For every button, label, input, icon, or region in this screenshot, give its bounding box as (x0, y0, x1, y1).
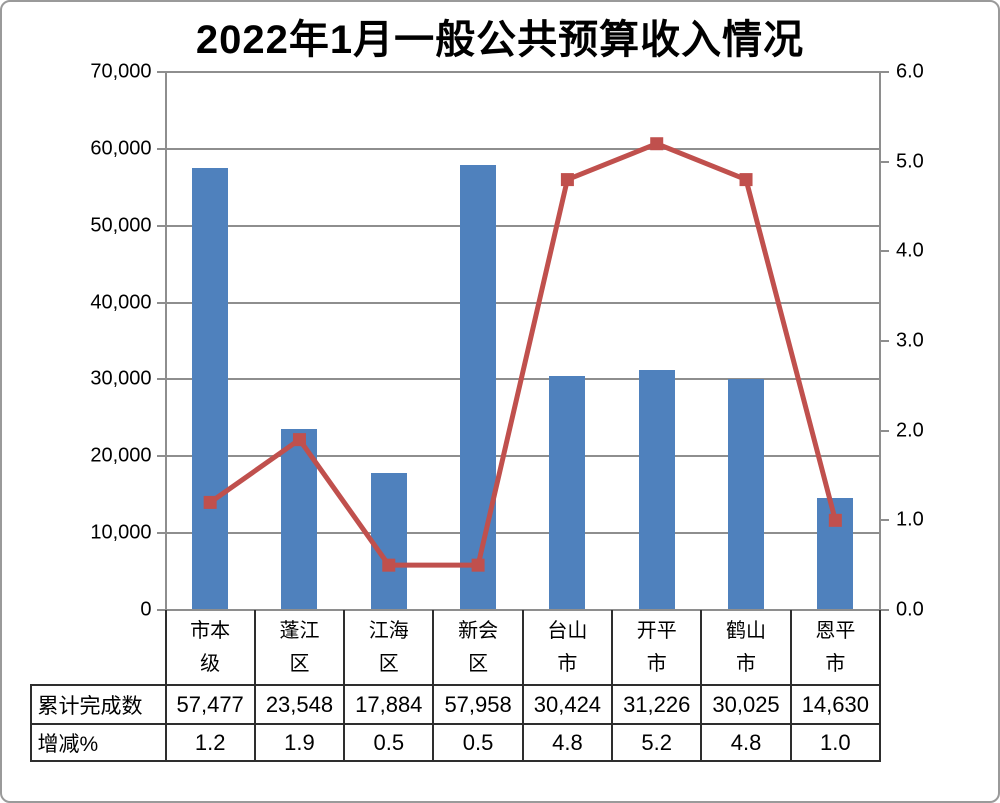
left-axis-tick-label: 50,000 (90, 214, 152, 237)
category-label-line: 市 (736, 653, 757, 675)
right-axis-tick (880, 340, 889, 342)
table-cell: 57,958 (444, 691, 512, 717)
category-label-line: 区 (468, 653, 489, 675)
category-label-line: 蓬江 (279, 620, 320, 642)
left-axis-tick-label: 40,000 (90, 291, 152, 314)
category-label-line: 市 (557, 653, 578, 675)
left-axis-tick (156, 147, 166, 150)
table-cell: 0.5 (373, 729, 405, 755)
category-label: 鹤山市 (701, 610, 790, 685)
right-axis-tick (880, 71, 889, 73)
category-label-line: 鹤山 (726, 620, 767, 642)
left-axis-tick (156, 71, 166, 73)
category-label: 台山市 (523, 610, 612, 685)
category-label-line: 区 (378, 653, 399, 675)
table-horizontal-border (29, 723, 881, 725)
category-label-line: 恩平 (815, 620, 856, 642)
category-label-line: 开平 (636, 620, 677, 642)
category-label-line: 新会 (458, 620, 499, 642)
table-cell: 30,025 (712, 691, 780, 717)
table-cell: 30,424 (533, 691, 602, 717)
right-axis-tick-label: 6.0 (896, 60, 924, 83)
chart-title: 2022年1月一般公共预算收入情况 (195, 18, 805, 62)
row-header: 增减% (37, 732, 99, 756)
gridline (165, 71, 880, 73)
table-cell: 57,477 (176, 691, 244, 717)
category-label-line: 江海 (368, 620, 409, 642)
category-label-line: 级 (200, 653, 221, 675)
right-axis-tick-label: 5.0 (896, 150, 924, 173)
left-axis-tick-label: 70,000 (90, 60, 152, 83)
left-axis-tick (156, 301, 166, 304)
left-axis-tick (156, 455, 166, 458)
right-axis-tick (880, 250, 889, 253)
left-axis-tick (156, 532, 166, 535)
category-label: 恩平市 (791, 610, 880, 685)
left-axis-tick-label: 10,000 (90, 521, 152, 544)
row-header: 累计完成数 (37, 694, 143, 718)
left-axis-tick (156, 609, 166, 611)
category-label-line: 市 (646, 653, 667, 675)
left-axis-tick (156, 224, 166, 227)
category-label: 市本级 (166, 610, 255, 685)
category-label: 开平市 (612, 610, 701, 685)
table-cell: 23,548 (265, 691, 334, 717)
left-axis-tick-label: 20,000 (90, 444, 152, 467)
right-axis-tick-label: 0.0 (896, 598, 924, 621)
table-cell: 17,884 (355, 691, 423, 717)
right-axis-tick (880, 429, 889, 432)
left-axis-tick-label: 60,000 (90, 137, 152, 160)
right-axis-tick-label: 3.0 (896, 329, 924, 352)
left-axis-tick-label: 0 (140, 598, 152, 621)
table-cell: 14,630 (801, 691, 869, 717)
category-label-line: 台山 (547, 620, 588, 642)
table-horizontal-border (29, 760, 881, 762)
table-cell: 1.9 (284, 729, 315, 755)
table-cell: 4.8 (730, 729, 762, 755)
category-label: 新会区 (433, 610, 522, 685)
table-cell: 4.8 (552, 729, 583, 755)
right-axis-tick (880, 160, 889, 163)
category-label: 江海区 (344, 610, 433, 685)
left-axis-tick-label: 30,000 (90, 367, 152, 390)
left-axis-tick (156, 378, 166, 381)
category-label-line: 区 (289, 653, 310, 675)
right-axis-tick (880, 609, 889, 611)
left-axis-line (164, 72, 167, 610)
right-axis-tick-label: 1.0 (896, 508, 924, 531)
category-label: 蓬江区 (255, 610, 344, 685)
table-cell: 5.2 (641, 729, 673, 755)
table-cell: 31,226 (623, 691, 691, 717)
category-label-line: 市 (825, 653, 846, 675)
table-horizontal-border (29, 684, 881, 686)
category-label-line: 市本 (190, 620, 231, 642)
table-cell: 1.2 (194, 729, 226, 755)
table-cell: 0.5 (462, 729, 494, 755)
right-axis-tick-label: 4.0 (896, 239, 924, 262)
right-axis-tick (880, 519, 889, 522)
right-axis-tick-label: 2.0 (896, 419, 924, 442)
table-cell: 1.0 (820, 729, 851, 755)
